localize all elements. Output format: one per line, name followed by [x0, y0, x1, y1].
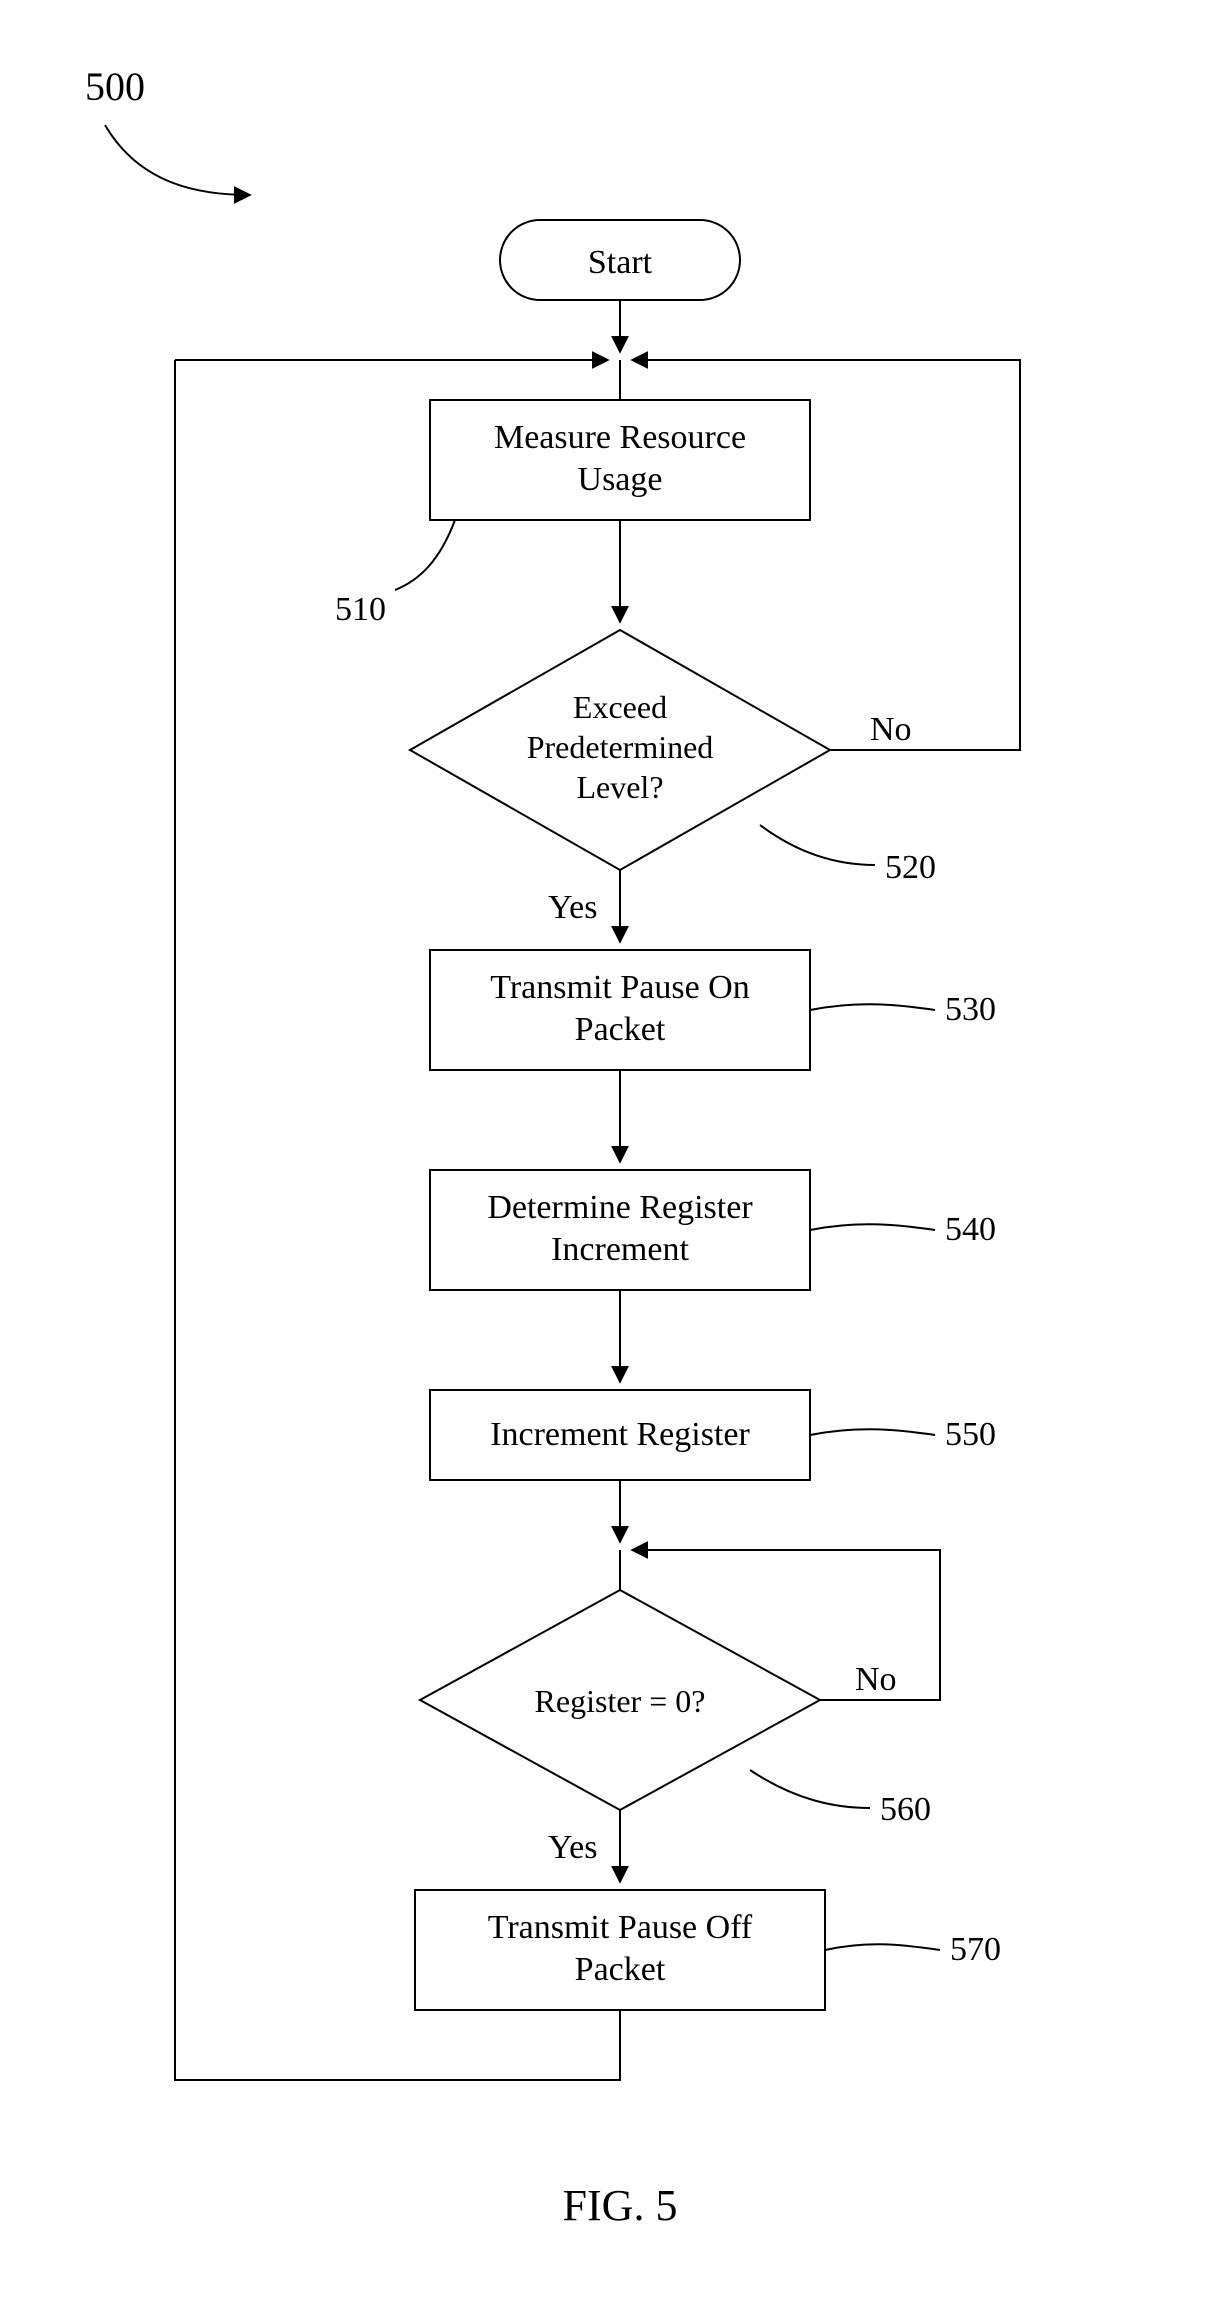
- n540-ref: 540: [945, 1211, 996, 1248]
- n540-box: [430, 1170, 810, 1290]
- n570-ref: 570: [950, 1931, 1001, 1968]
- n530-leader: [810, 1004, 935, 1010]
- n550-line1: Increment Register: [490, 1416, 750, 1453]
- n520-no-label: No: [870, 711, 912, 748]
- n530-line2: Packet: [575, 1011, 666, 1048]
- n520-line1: Exceed: [573, 689, 667, 725]
- n570-leader: [825, 1944, 940, 1950]
- n520-yes-label: Yes: [548, 889, 597, 926]
- n520-line3: Level?: [576, 769, 663, 805]
- n510-ref: 510: [335, 591, 386, 628]
- n510-leader: [395, 520, 455, 590]
- figure-ref-arrow: [105, 125, 250, 195]
- n560-leader: [750, 1770, 870, 1808]
- n510-line2: Usage: [578, 461, 663, 498]
- figure-caption: FIG. 5: [563, 2181, 678, 2230]
- n550-leader: [810, 1429, 935, 1435]
- n510-line1: Measure Resource: [494, 419, 746, 456]
- figure-ref-number: 500: [85, 64, 145, 109]
- n530-line1: Transmit Pause On: [490, 969, 749, 1006]
- n560-yes-label: Yes: [548, 1829, 597, 1866]
- n530-ref: 530: [945, 991, 996, 1028]
- start-label: Start: [588, 244, 653, 281]
- n560-ref: 560: [880, 1791, 931, 1828]
- n520-line2: Predetermined: [527, 729, 714, 765]
- n550-ref: 550: [945, 1416, 996, 1453]
- n560-line1: Register = 0?: [535, 1683, 706, 1719]
- n540-line1: Determine Register: [487, 1189, 753, 1226]
- n560-no-label: No: [855, 1661, 897, 1698]
- n530-box: [430, 950, 810, 1070]
- n510-box: [430, 400, 810, 520]
- n540-leader: [810, 1224, 935, 1230]
- n570-line1: Transmit Pause Off: [488, 1909, 753, 1946]
- n520-ref: 520: [885, 849, 936, 886]
- n540-line2: Increment: [551, 1231, 689, 1268]
- n570-box: [415, 1890, 825, 2010]
- n520-leader: [760, 825, 875, 865]
- n570-line2: Packet: [575, 1951, 666, 1988]
